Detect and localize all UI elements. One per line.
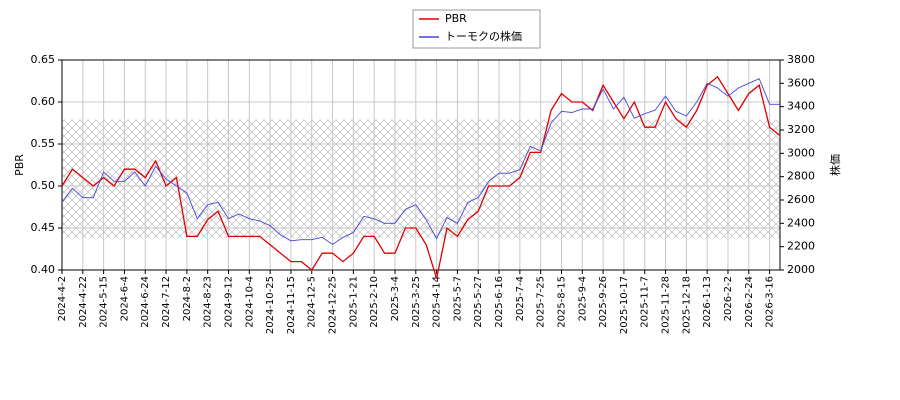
plot-frame (61, 59, 781, 271)
x-tick-label: 2025-3-25 (411, 276, 422, 328)
shaded-band (62, 119, 780, 239)
x-tick-label: 2025-9-26 (598, 276, 609, 328)
y-tick-label: 0.65 (31, 53, 56, 66)
y-tick-label: 0.45 (31, 221, 56, 234)
y-tick-label: 0.60 (31, 95, 56, 108)
x-tick-label: 2024-4-22 (78, 276, 89, 328)
x-tick-label: 2024-6-4 (119, 276, 130, 321)
x-tick-label: 2024-8-2 (182, 276, 193, 321)
y2-tick-label: 3400 (787, 100, 815, 113)
x-tick-label: 2026-1-13 (702, 276, 713, 328)
x-tick-label: 2025-7-25 (536, 276, 547, 328)
legend-label: PBR (445, 12, 467, 25)
y2-tick-label: 3600 (787, 76, 815, 89)
x-tick-label: 2024-5-15 (99, 276, 110, 328)
x-tick-label: 2025-6-16 (494, 276, 505, 328)
y2-tick-label: 2400 (787, 216, 815, 229)
x-tick-label: 2025-3-4 (390, 276, 401, 321)
x-tick-label: 2026-3-16 (765, 276, 776, 328)
x-tick-label: 2025-10-17 (619, 276, 630, 334)
y2-axis-label: 株価 (828, 154, 842, 176)
x-tick-label: 2025-8-15 (556, 276, 567, 328)
series-line (61, 75, 781, 279)
x-tick-label: 2025-2-10 (369, 276, 380, 328)
y2-tick-label: 3200 (787, 123, 815, 136)
y2-tick-label: 2800 (787, 170, 815, 183)
x-tick-label: 2025-4-14 (432, 276, 443, 328)
x-tick-label: 2024-10-4 (244, 276, 255, 328)
x-tick-label: 2025-11-28 (661, 276, 672, 334)
y2-tick-label: 2000 (787, 263, 815, 276)
x-tick-label: 2025-11-7 (640, 276, 651, 328)
x-tick-label: 2025-5-27 (473, 276, 484, 328)
x-tick-label: 2025-12-18 (681, 276, 692, 334)
x-tick-label: 2024-12-25 (328, 276, 339, 334)
series-line (61, 78, 780, 245)
x-tick-label: 2025-1-21 (348, 276, 359, 328)
y-tick-label: 0.50 (31, 179, 56, 192)
x-tick-label: 2025-9-4 (577, 276, 588, 321)
y-axis-label: PBR (13, 154, 26, 176)
x-tick-label: 2024-10-25 (265, 276, 276, 334)
x-tick-label: 2024-6-24 (140, 276, 151, 328)
x-tick-label: 2024-11-15 (286, 276, 297, 334)
y-tick-label: 0.40 (31, 263, 56, 276)
x-tick-label: 2024-4-2 (57, 276, 68, 321)
legend-label: トーモクの株価 (445, 29, 522, 43)
y-tick-label: 0.55 (31, 137, 56, 150)
y2-tick-label: 3000 (787, 146, 815, 159)
y2-tick-label: 3800 (787, 53, 815, 66)
x-tick-label: 2024-7-12 (161, 276, 172, 328)
y2-tick-label: 2200 (787, 240, 815, 253)
x-tick-label: 2026-2-24 (744, 276, 755, 328)
x-tick-label: 2025-7-4 (515, 276, 526, 321)
x-tick-label: 2024-12-5 (307, 276, 318, 328)
x-tick-label: 2025-5-7 (452, 276, 463, 321)
legend-box (412, 9, 541, 49)
y2-tick-label: 2600 (787, 193, 815, 206)
x-tick-label: 2024-9-12 (223, 276, 234, 328)
x-tick-label: 2024-8-23 (203, 276, 214, 328)
x-tick-label: 2026-2-2 (723, 276, 734, 321)
